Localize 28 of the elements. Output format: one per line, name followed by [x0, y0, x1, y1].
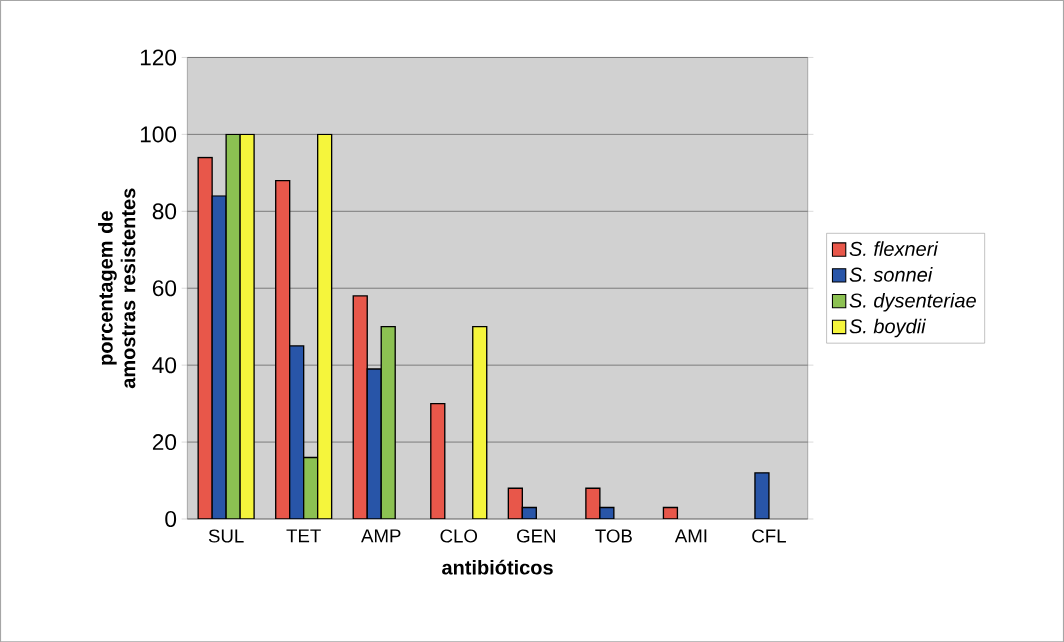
bar — [352, 295, 368, 519]
bar — [275, 179, 291, 519]
x-tick-label: GEN — [517, 529, 555, 543]
y-tick-label: 40 — [152, 356, 177, 373]
y-tick-label: 20 — [152, 433, 177, 450]
legend-label: S. boydii — [849, 318, 927, 338]
x-axis-title: antibióticos — [442, 559, 553, 575]
y-tick-label: 60 — [152, 280, 177, 297]
y-tick-label: 80 — [152, 203, 177, 220]
y-tick-label: 0 — [165, 510, 177, 527]
bar — [303, 456, 319, 519]
x-tick-label: SUL — [208, 529, 244, 543]
y-tick-label: 100 — [140, 126, 177, 143]
legend-label: S. sonnei — [849, 266, 933, 282]
legend-label: S. flexneri — [849, 241, 939, 256]
x-tick-label: AMI — [674, 529, 707, 543]
bar — [380, 325, 396, 519]
x-tick-label: CFL — [752, 529, 786, 543]
y-axis-title: porcentagem de amostras resistentes — [98, 188, 136, 388]
bar — [430, 402, 446, 519]
x-tick-label: TET — [286, 529, 321, 543]
legend-label: S. dysenteriae — [849, 292, 976, 312]
y-tick-label: 120 — [140, 49, 177, 66]
bar — [754, 471, 770, 519]
x-tick-label: AMP — [361, 529, 401, 543]
bar — [472, 325, 488, 519]
x-tick-label: TOB — [595, 529, 632, 543]
x-tick-label: CLO — [440, 529, 478, 543]
